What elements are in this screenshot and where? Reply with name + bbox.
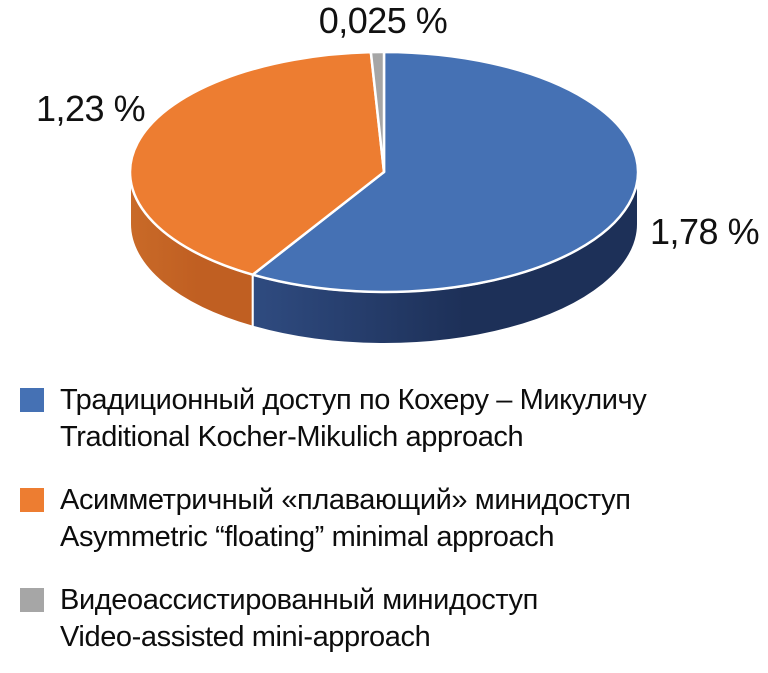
pie-slice-top-traditional <box>251 50 640 294</box>
legend-marker-orange-square <box>20 488 44 512</box>
legend-marker-gray-square <box>20 588 44 612</box>
legend-item-traditional: Традиционный доступ по Кохеру – Микуличу… <box>18 382 647 456</box>
legend-label-ru: Видеоассистированный минидоступ <box>60 584 538 616</box>
legend-text-traditional: Традиционный доступ по Кохеру – Микуличу… <box>60 382 647 456</box>
legend-label-en: Asymmetric “floating” minimal approach <box>60 521 555 553</box>
legend-label-en: Video-assisted mini-approach <box>60 621 431 653</box>
legend-text-video-assisted: Видеоассистированный минидоступ Video-as… <box>60 582 538 656</box>
data-label-asymmetric-floating: 1,23 % <box>36 88 146 129</box>
chart-legend: Традиционный доступ по Кохеру – Микуличу… <box>18 382 647 656</box>
legend-item-asymmetric-floating: Асимметричный «плавающий» минидоступ Asy… <box>18 482 646 556</box>
legend-text-asymmetric-floating: Асимметричный «плавающий» минидоступ Asy… <box>60 482 631 556</box>
pie-slice-top-asymmetric-floating <box>128 50 386 276</box>
pie-slice-top-video-assisted <box>369 50 386 174</box>
legend-label-ru: Асимметричный «плавающий» минидоступ <box>60 484 631 516</box>
data-label-video-assisted: 0,025 % <box>318 0 448 41</box>
legend-label-en: Traditional Kocher-Mikulich approach <box>60 421 524 453</box>
legend-label-ru: Традиционный доступ по Кохеру – Микуличу <box>60 384 647 416</box>
data-label-traditional: 1,78 % <box>650 211 760 252</box>
legend-marker-blue-square <box>20 388 44 412</box>
pie-3d-chart <box>128 50 640 345</box>
legend-item-video-assisted: Видеоассистированный минидоступ Video-as… <box>18 582 646 656</box>
